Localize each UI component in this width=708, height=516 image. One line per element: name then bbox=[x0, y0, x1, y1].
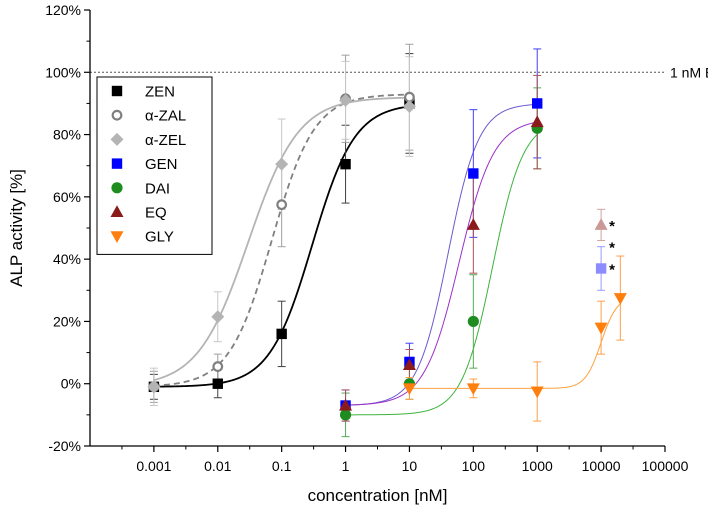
data-point-gly bbox=[530, 386, 544, 399]
data-point-zen bbox=[276, 328, 287, 340]
data-point-eq bbox=[466, 218, 480, 230]
legend-marker-zen bbox=[111, 85, 123, 97]
data-point-dai bbox=[467, 315, 479, 328]
reference-line-label: 1 nM E2 bbox=[670, 64, 708, 80]
legend-label-dai: DAI bbox=[145, 180, 170, 197]
data-point-gly bbox=[402, 383, 416, 396]
x-tick-label: 1 bbox=[342, 458, 350, 474]
data-point-zen bbox=[340, 158, 351, 170]
data-point-gen bbox=[468, 168, 479, 179]
x-tick-label: 1000 bbox=[522, 458, 553, 474]
fit-curve-gly bbox=[409, 303, 621, 389]
significance-star: * bbox=[609, 218, 615, 235]
legend-label-eq: EQ bbox=[145, 205, 167, 222]
data-point-eq bbox=[402, 358, 416, 371]
y-axis-title: ALP activity [%] bbox=[7, 169, 26, 287]
x-tick-label: 100000 bbox=[642, 458, 689, 474]
data-point-eq bbox=[594, 218, 608, 230]
y-tick-label: 40% bbox=[53, 251, 81, 267]
x-tick-label: 100 bbox=[462, 458, 486, 474]
data-point-alpha-zel bbox=[147, 380, 161, 394]
x-tick-label: 0.01 bbox=[204, 458, 231, 474]
data-point-gly bbox=[466, 383, 480, 396]
fit-curve-eq bbox=[345, 121, 538, 406]
legend-marker-dai bbox=[111, 182, 123, 194]
data-point-gen bbox=[595, 263, 607, 274]
y-tick-label: 0% bbox=[61, 376, 81, 392]
legend-label-gly: GLY bbox=[145, 229, 174, 246]
data-point-alpha-zal bbox=[212, 361, 224, 372]
y-tick-label: -20% bbox=[48, 438, 81, 454]
fit-curve-dai bbox=[345, 134, 538, 416]
y-tick-label: 100% bbox=[45, 64, 81, 80]
axes: 0.001 0.01 0.1 1 10 100 1000 10000 100000 -20% 0% 2… bbox=[7, 2, 689, 505]
error-bars bbox=[149, 43, 625, 438]
x-tick-label: 10000 bbox=[582, 458, 621, 474]
data-point-eq bbox=[530, 115, 544, 128]
x-tick-label: 0.001 bbox=[136, 458, 171, 474]
y-tick-label: 20% bbox=[53, 313, 81, 329]
data-point-alpha-zel bbox=[211, 310, 225, 324]
data-point-alpha-zel bbox=[275, 157, 289, 171]
data-point-eq bbox=[339, 398, 353, 411]
legend-marker-alpha-zal bbox=[111, 109, 123, 121]
annotations: * * * bbox=[609, 218, 615, 279]
data-point-alpha-zel bbox=[402, 100, 416, 114]
significance-star: * bbox=[609, 261, 615, 278]
data-point-alpha-zel bbox=[339, 93, 353, 107]
legend: ZEN α-ZAL α-ZEL GEN DAI EQ GLY bbox=[96, 76, 213, 255]
legend-marker-gly bbox=[110, 231, 124, 243]
legend-marker-gen bbox=[111, 158, 123, 169]
y-tick-label: 120% bbox=[45, 2, 81, 18]
data-point-alpha-zal bbox=[276, 199, 288, 211]
x-tick-label: 10 bbox=[402, 458, 418, 474]
data-points bbox=[147, 91, 627, 421]
data-point-gly bbox=[613, 293, 627, 305]
legend-label-alpha-zel: α-ZEL bbox=[145, 132, 186, 149]
x-axis-title: concentration [nM] bbox=[308, 486, 448, 505]
legend-marker-alpha-zel bbox=[110, 132, 124, 146]
data-point-gen bbox=[532, 98, 543, 109]
y-tick-label: 60% bbox=[53, 189, 81, 205]
legend-label-gen: GEN bbox=[145, 156, 178, 173]
fit-curves bbox=[153, 93, 621, 416]
legend-label-alpha-zal: α-ZAL bbox=[145, 108, 186, 125]
grid-layer: 1 nM E2 bbox=[90, 64, 708, 80]
significance-star: * bbox=[609, 240, 615, 257]
x-tick-label: 0.1 bbox=[272, 458, 292, 474]
data-point-dai bbox=[339, 409, 352, 421]
data-point-zen bbox=[212, 378, 223, 389]
data-point-gly bbox=[594, 322, 608, 335]
y-tick-label: 80% bbox=[53, 127, 81, 143]
legend-marker-eq bbox=[110, 205, 124, 217]
fit-curve-gen bbox=[345, 103, 538, 406]
legend-label-zen: ZEN bbox=[145, 84, 175, 101]
